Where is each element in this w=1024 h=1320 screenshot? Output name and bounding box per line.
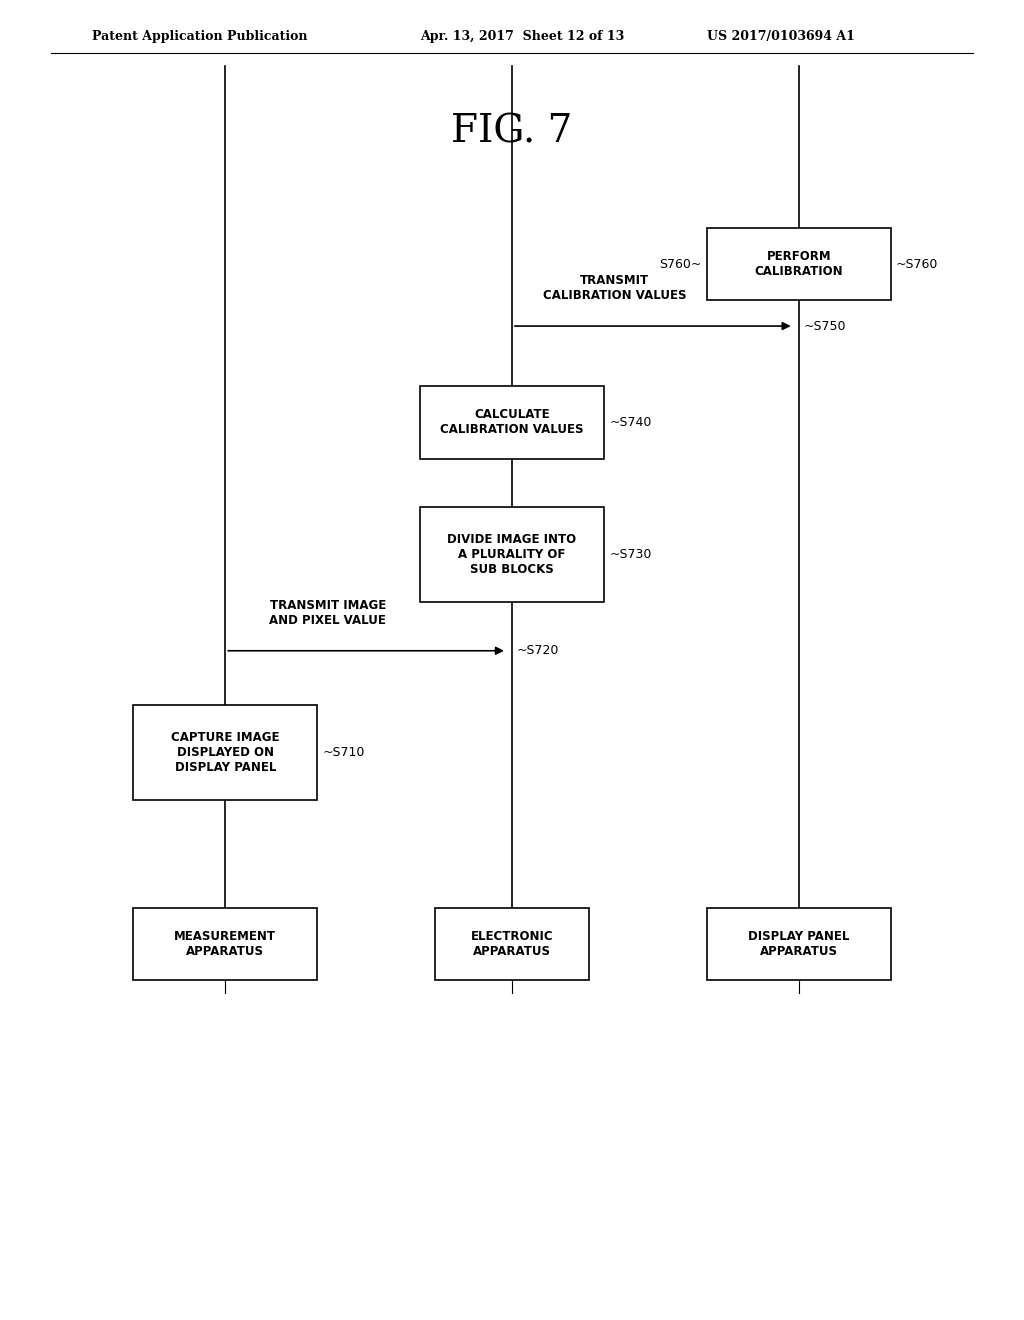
Text: 200: 200: [212, 958, 239, 973]
FancyBboxPatch shape: [707, 227, 891, 300]
Text: PERFORM
CALIBRATION: PERFORM CALIBRATION: [755, 249, 843, 279]
Text: ~S750: ~S750: [804, 319, 847, 333]
Text: TRANSMIT IMAGE
AND PIXEL VALUE: TRANSMIT IMAGE AND PIXEL VALUE: [269, 599, 386, 627]
Text: CALCULATE
CALIBRATION VALUES: CALCULATE CALIBRATION VALUES: [440, 408, 584, 437]
Text: ~S760: ~S760: [896, 257, 938, 271]
FancyBboxPatch shape: [133, 705, 317, 800]
FancyBboxPatch shape: [133, 908, 317, 979]
Text: Patent Application Publication: Patent Application Publication: [92, 30, 307, 44]
FancyBboxPatch shape: [420, 507, 604, 602]
Text: CAPTURE IMAGE
DISPLAYED ON
DISPLAY PANEL: CAPTURE IMAGE DISPLAYED ON DISPLAY PANEL: [171, 731, 280, 774]
Text: 300: 300: [785, 958, 812, 973]
Text: S760~: S760~: [659, 257, 701, 271]
Text: DIVIDE IMAGE INTO
A PLURALITY OF
SUB BLOCKS: DIVIDE IMAGE INTO A PLURALITY OF SUB BLO…: [447, 533, 577, 576]
FancyBboxPatch shape: [707, 908, 891, 979]
Text: MEASUREMENT
APPARATUS: MEASUREMENT APPARATUS: [174, 929, 276, 958]
Text: US 2017/0103694 A1: US 2017/0103694 A1: [707, 30, 854, 44]
Text: FIG. 7: FIG. 7: [452, 114, 572, 150]
Text: ~S720: ~S720: [517, 644, 559, 657]
Text: ELECTRONIC
APPARATUS: ELECTRONIC APPARATUS: [471, 929, 553, 958]
Text: TRANSMIT
CALIBRATION VALUES: TRANSMIT CALIBRATION VALUES: [543, 275, 686, 302]
Text: DISPLAY PANEL
APPARATUS: DISPLAY PANEL APPARATUS: [749, 929, 849, 958]
Text: ~S740: ~S740: [609, 416, 651, 429]
FancyBboxPatch shape: [435, 908, 589, 979]
Text: ~S730: ~S730: [609, 548, 651, 561]
Text: Apr. 13, 2017  Sheet 12 of 13: Apr. 13, 2017 Sheet 12 of 13: [420, 30, 624, 44]
FancyBboxPatch shape: [420, 385, 604, 458]
Text: ~S710: ~S710: [323, 746, 365, 759]
Text: 100: 100: [499, 958, 525, 973]
